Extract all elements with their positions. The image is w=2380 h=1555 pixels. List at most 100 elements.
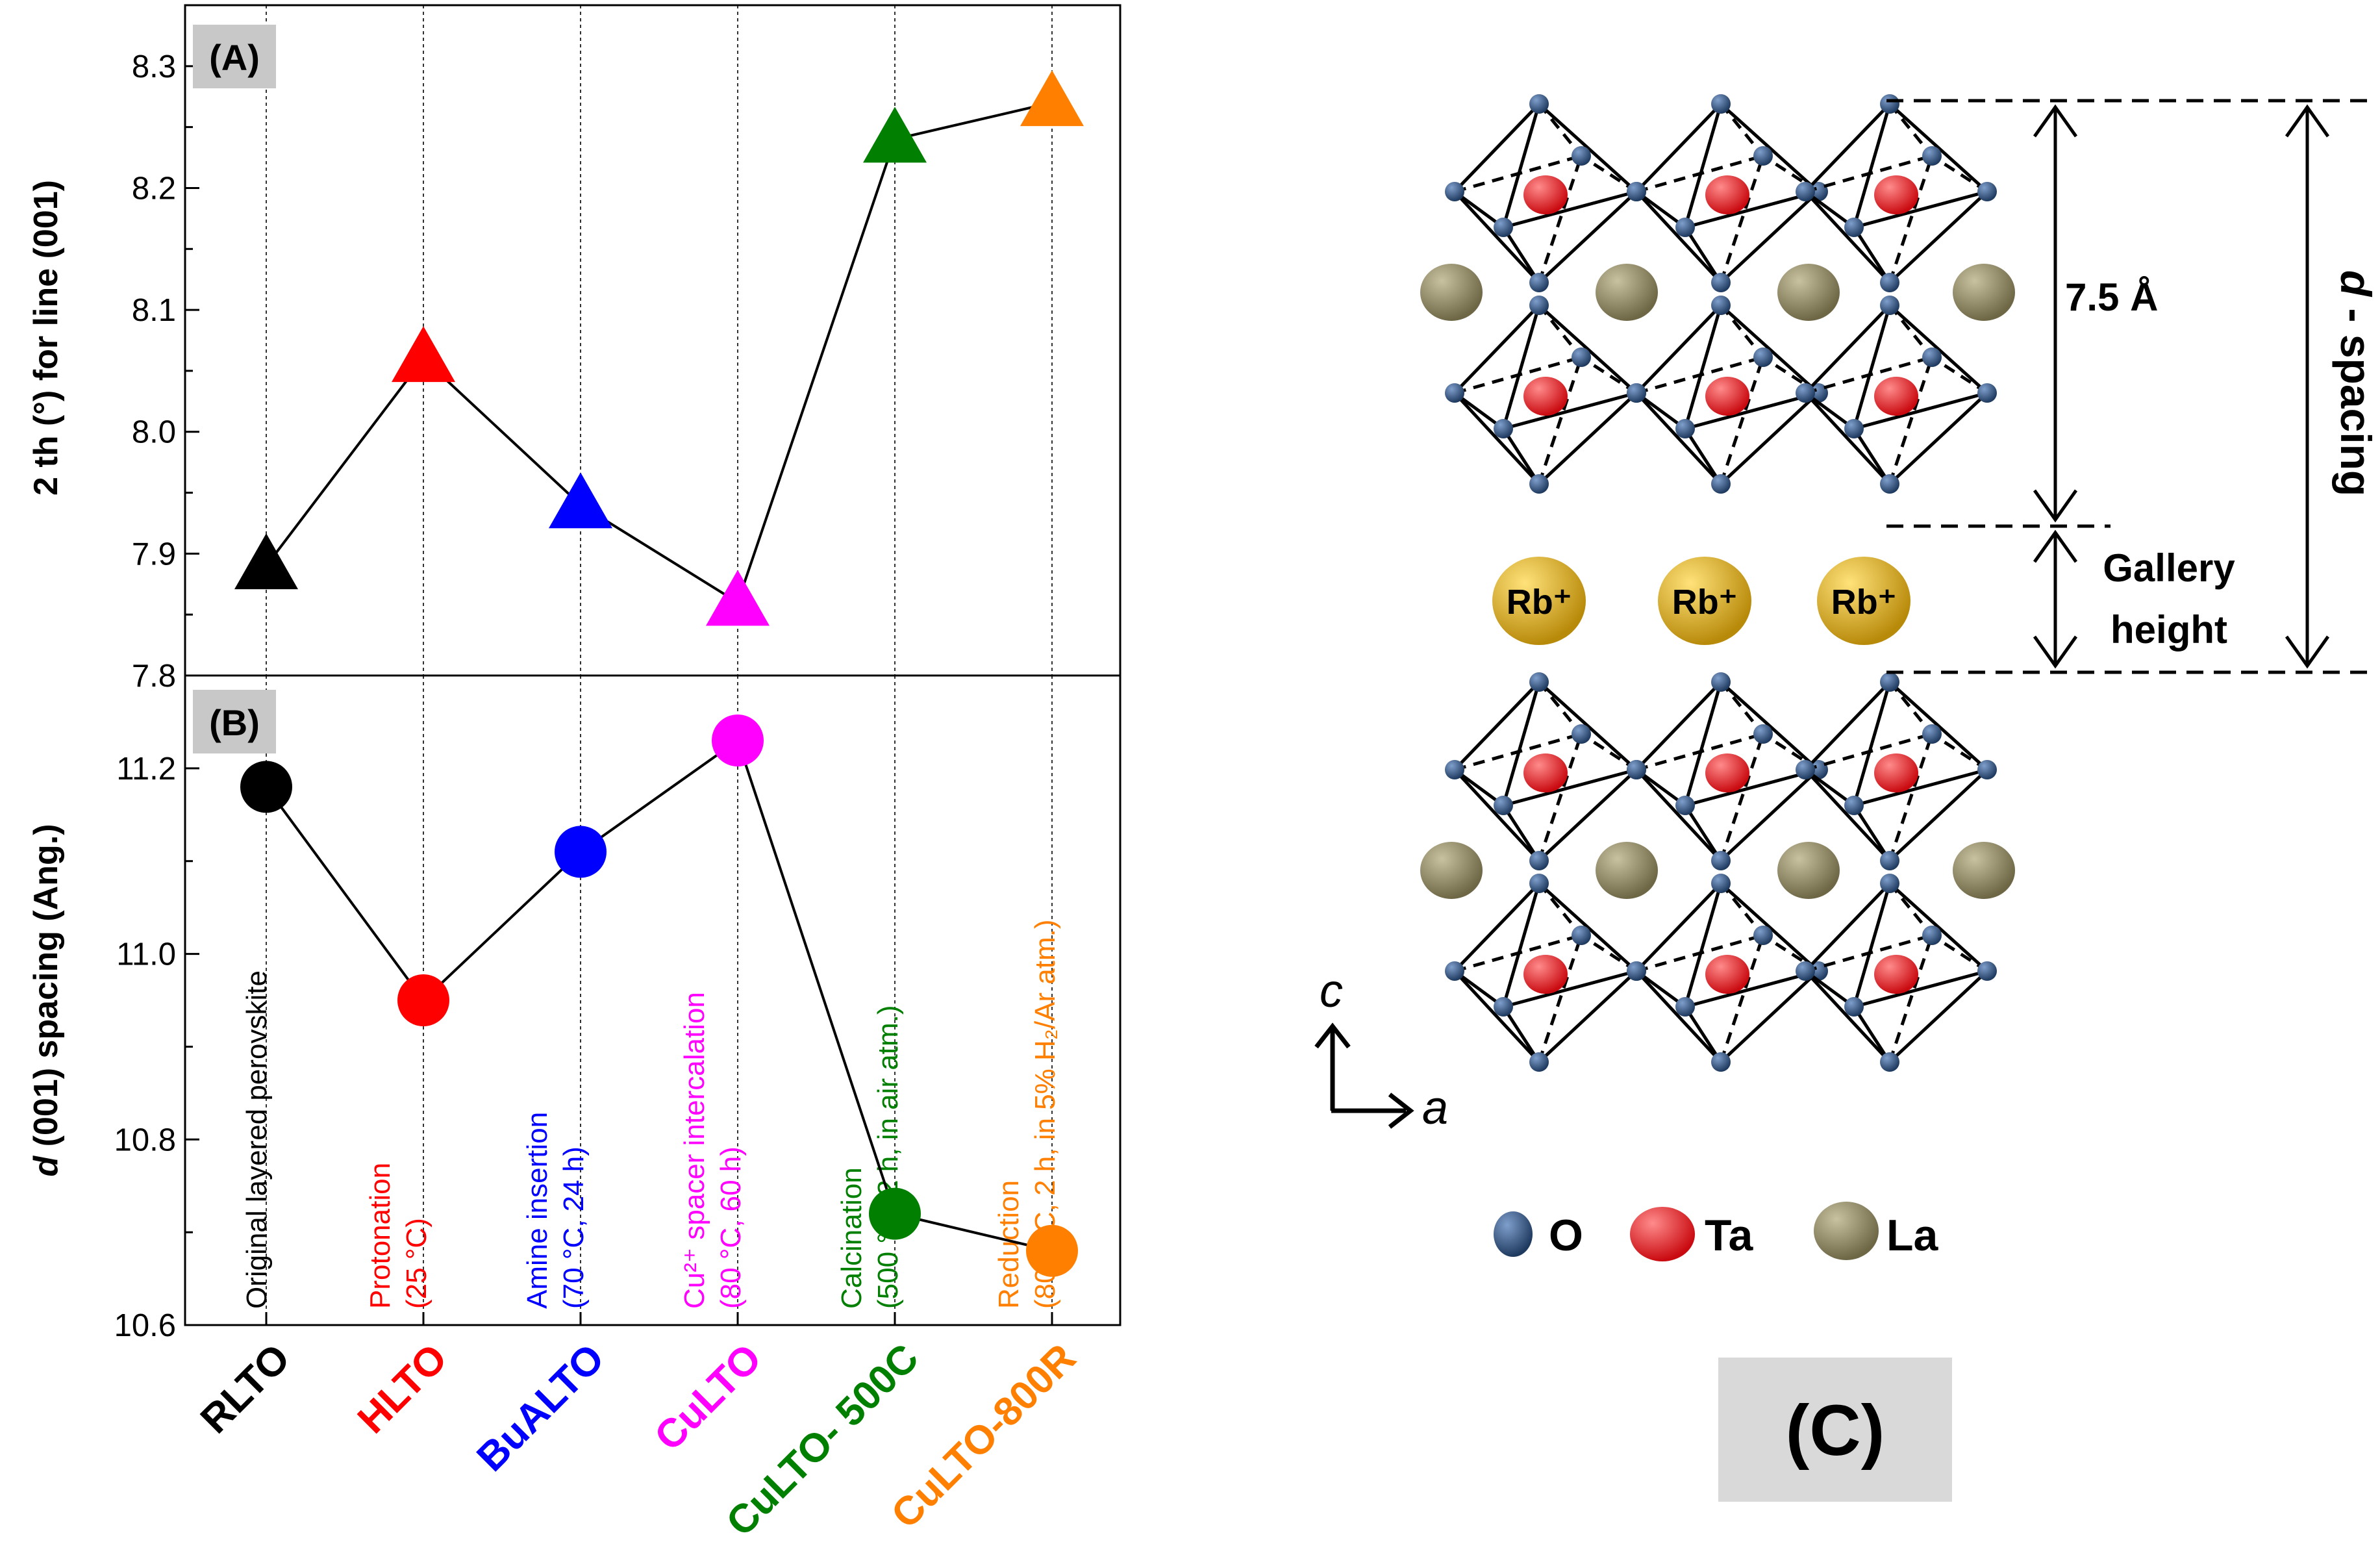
octahedron-edge	[1453, 882, 1540, 972]
octahedron-edge-back	[1931, 154, 1988, 194]
perovskite-layer-top	[1420, 94, 2015, 494]
oxygen-atom	[1880, 672, 1899, 692]
oxygen-atom	[1494, 218, 1513, 237]
octahedron-edge	[1853, 969, 1988, 1009]
octahedron-edge-back	[1538, 304, 1583, 359]
octahedron-edge-back	[1538, 681, 1583, 735]
tantalum-atom	[1874, 377, 1918, 416]
oxygen-atom	[1445, 961, 1464, 981]
octahedron-edge	[1683, 883, 1723, 1007]
octahedron-edge	[1538, 882, 1638, 972]
octahedron-edge-back	[1720, 304, 1764, 359]
oxygen-atom	[1445, 760, 1464, 779]
tantalum-atom	[1705, 753, 1749, 792]
octahedron-edge	[1852, 427, 1892, 485]
octahedron-edge	[1852, 883, 1892, 1007]
lanthanum-atom	[1596, 842, 1658, 899]
octahedron-edge-back	[1720, 103, 1764, 157]
oxygen-atom	[1494, 419, 1513, 438]
octahedron-edge	[1804, 969, 1855, 1009]
step-annotation: Original layered perovskite	[241, 970, 273, 1309]
octahedron-edge	[1453, 768, 1540, 862]
panel-a-point	[1020, 70, 1084, 127]
oxygen-atom	[1753, 926, 1773, 945]
panel-b-markers	[240, 714, 1078, 1277]
d-spacing-label-italic: d	[2332, 270, 2380, 297]
octahedron-edge-back	[1580, 154, 1638, 194]
y-tick-label: 11.2	[116, 752, 176, 787]
step-annotation-line: Amine insertion	[521, 1112, 553, 1309]
step-annotation-line: Cu²⁺ spacer intercalation	[679, 992, 710, 1309]
octahedron-edge	[1453, 768, 1505, 807]
tantalum-atom	[1705, 955, 1749, 994]
octahedron-edge-back	[1719, 357, 1765, 485]
rb-ion	[1492, 557, 1586, 645]
octahedron-edge-back	[1454, 933, 1582, 973]
octahedron-edge	[1635, 768, 1722, 862]
layer-height-arrowhead-bottom	[2033, 489, 2078, 523]
octahedron-edge	[1852, 681, 1892, 806]
octahedron-edge	[1683, 305, 1723, 429]
tantalum-atom	[1874, 955, 1918, 994]
octahedron-edge	[1804, 103, 1891, 193]
legend-lanthanum-label: La	[1886, 1211, 1939, 1260]
octahedron-edge	[1888, 392, 1988, 485]
octahedron-edge	[1685, 768, 1819, 807]
octahedron-edge	[1635, 392, 1722, 485]
octahedron-edge	[1453, 190, 1505, 229]
octahedron-edge	[1538, 103, 1638, 193]
a-axis-arrowhead	[1388, 1093, 1414, 1129]
tantalum-atom	[1523, 955, 1568, 994]
panel-b-point	[712, 714, 764, 766]
oxygen-atom	[1572, 724, 1591, 744]
tantalum-atom	[1523, 175, 1568, 214]
octahedron-edge	[1501, 804, 1541, 862]
octahedron-edge	[1888, 103, 1988, 193]
octahedron-edge	[1720, 190, 1820, 284]
octahedron-edge	[1538, 681, 1638, 771]
octahedron-edge	[1635, 882, 1722, 972]
tantalum-atom	[1523, 377, 1568, 416]
oxygen-atom	[1529, 474, 1549, 494]
panel-b-y-axis-title-rest: (001) spacing (Ang.)	[27, 824, 65, 1156]
octahedron-edge-back	[1538, 882, 1583, 937]
tantalum-atom	[1874, 753, 1918, 792]
lanthanum-atom	[1777, 264, 1840, 321]
oxygen-atom	[1922, 926, 1942, 945]
octahedron-edge	[1501, 305, 1541, 429]
octahedron-edge	[1501, 226, 1541, 284]
y-tick-label: 7.8	[132, 659, 176, 694]
octahedron-edge-back	[1888, 882, 1933, 937]
octahedron-edge	[1683, 804, 1723, 862]
octahedron-edge-back	[1580, 732, 1638, 772]
oxygen-atom	[1880, 851, 1899, 870]
layer-height-arrowhead-top	[2033, 104, 2078, 138]
oxygen-atom	[1494, 997, 1513, 1017]
atom-legend: O Ta La	[1494, 1202, 1939, 1261]
octahedron-edge-back	[1931, 933, 1988, 973]
oxygen-atom	[1675, 997, 1695, 1017]
panel-a-frame	[184, 4, 1121, 677]
octahedron-edge	[1635, 304, 1722, 394]
panel-a-markers	[234, 70, 1084, 626]
octahedron-edge-back	[1888, 357, 1934, 485]
oxygen-atom	[1880, 94, 1899, 114]
d-spacing-arrowhead-top	[2285, 104, 2330, 138]
octahedron-edge	[1635, 768, 1686, 807]
oxygen-atom	[1880, 296, 1899, 315]
oxygen-atom	[1445, 383, 1464, 403]
octahedron-edge	[1501, 103, 1541, 228]
octahedron-edge	[1501, 1005, 1541, 1063]
octahedron-edge	[1720, 681, 1820, 771]
octahedron-edge-back	[1719, 733, 1765, 861]
octahedron-edge-back	[1931, 355, 1988, 395]
octahedron-edge-back	[1719, 935, 1765, 1063]
oxygen-atom	[1880, 273, 1899, 292]
oxygen-atom	[1711, 94, 1731, 114]
oxygen-atom	[1977, 182, 1997, 201]
lanthanum-atom	[1953, 264, 2015, 321]
octahedron-edge	[1503, 190, 1637, 229]
oxygen-atom	[1572, 146, 1591, 166]
octahedron-edge-back	[1931, 732, 1988, 772]
